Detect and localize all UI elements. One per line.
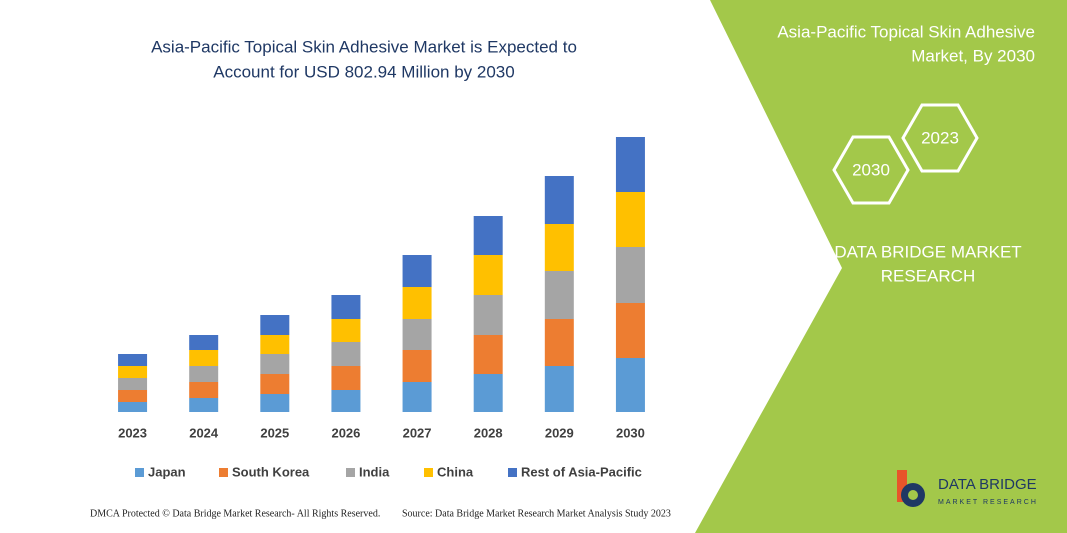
x-tick-label: 2025 bbox=[260, 425, 289, 440]
bar-segment bbox=[189, 335, 219, 350]
bar-segment bbox=[615, 247, 645, 303]
bar-segment bbox=[402, 255, 432, 287]
bar-segment bbox=[473, 374, 503, 412]
hexagon bbox=[832, 135, 910, 205]
bar-segment bbox=[544, 224, 574, 271]
panel-title: Market, By 2030 bbox=[911, 46, 1035, 65]
legend-swatch bbox=[508, 468, 517, 477]
bar-segment bbox=[331, 342, 361, 366]
bar-segment bbox=[615, 303, 645, 358]
bar-segment bbox=[402, 319, 432, 350]
bar-segment bbox=[189, 382, 219, 398]
brand-text: RESEARCH bbox=[881, 266, 975, 285]
x-tick-label: 2027 bbox=[403, 425, 432, 440]
legend-label: Rest of Asia-Pacific bbox=[521, 464, 642, 479]
bar-segment bbox=[260, 374, 290, 394]
logo-text: DATA BRIDGE bbox=[938, 476, 1037, 493]
footer-left: DMCA Protected © Data Bridge Market Rese… bbox=[90, 508, 380, 519]
bar-segment bbox=[118, 390, 148, 402]
x-tick-label: 2023 bbox=[118, 425, 147, 440]
bar-segment bbox=[118, 354, 148, 366]
x-tick-label: 2030 bbox=[616, 425, 645, 440]
panel-title: Asia-Pacific Topical Skin Adhesive bbox=[777, 22, 1035, 41]
chart-title: Asia-Pacific Topical Skin Adhesive Marke… bbox=[151, 37, 577, 56]
bar-segment bbox=[260, 394, 290, 412]
bar-segment bbox=[260, 354, 290, 374]
legend-label: South Korea bbox=[232, 464, 310, 479]
bar-segment bbox=[544, 366, 574, 412]
bar-segment bbox=[118, 402, 148, 412]
bar-segment bbox=[544, 271, 574, 319]
legend-label: India bbox=[359, 464, 390, 479]
bar-segment bbox=[402, 382, 432, 412]
hexagon bbox=[901, 103, 979, 173]
legend-label: Japan bbox=[148, 464, 186, 479]
legend-swatch bbox=[219, 468, 228, 477]
logo-mark bbox=[908, 490, 918, 500]
bar-segment bbox=[189, 366, 219, 382]
bar-segment bbox=[189, 350, 219, 366]
legend-swatch bbox=[424, 468, 433, 477]
bar-segment bbox=[189, 398, 219, 412]
bar-segment bbox=[331, 366, 361, 390]
logo: DATA BRIDGE MARKET RESEARCH bbox=[897, 470, 1038, 507]
bar-segment bbox=[118, 378, 148, 390]
legend-label: China bbox=[437, 464, 474, 479]
bar-segment bbox=[260, 315, 290, 335]
bar-segment bbox=[615, 192, 645, 247]
bar-segment bbox=[615, 358, 645, 412]
bar-segment bbox=[473, 255, 503, 295]
logo-mark bbox=[897, 470, 907, 502]
chart-title: Account for USD 802.94 Million by 2030 bbox=[213, 62, 514, 81]
x-tick-label: 2028 bbox=[474, 425, 503, 440]
bar-segment bbox=[473, 335, 503, 374]
bar-segment bbox=[473, 295, 503, 335]
x-tick-label: 2029 bbox=[545, 425, 574, 440]
legend-swatch bbox=[135, 468, 144, 477]
bar-segment bbox=[473, 216, 503, 255]
bar-segment bbox=[402, 350, 432, 382]
bar-segment bbox=[260, 335, 290, 354]
bar-segment bbox=[402, 287, 432, 319]
bar-segment bbox=[118, 366, 148, 378]
bar-segment bbox=[331, 319, 361, 342]
bar-segment bbox=[331, 295, 361, 319]
bar-segment bbox=[615, 137, 645, 192]
x-tick-label: 2026 bbox=[331, 425, 360, 440]
hexagon-label: 2030 bbox=[852, 160, 890, 179]
bar-segment bbox=[544, 176, 574, 224]
x-tick-label: 2024 bbox=[189, 425, 219, 440]
bar-segment bbox=[331, 390, 361, 412]
logo-text: MARKET RESEARCH bbox=[938, 499, 1038, 506]
legend-swatch bbox=[346, 468, 355, 477]
hexagon-label: 2023 bbox=[921, 128, 959, 147]
bar-segment bbox=[544, 319, 574, 366]
footer-right: Source: Data Bridge Market Research Mark… bbox=[402, 508, 671, 519]
brand-text: DATA BRIDGE MARKET bbox=[834, 242, 1021, 261]
